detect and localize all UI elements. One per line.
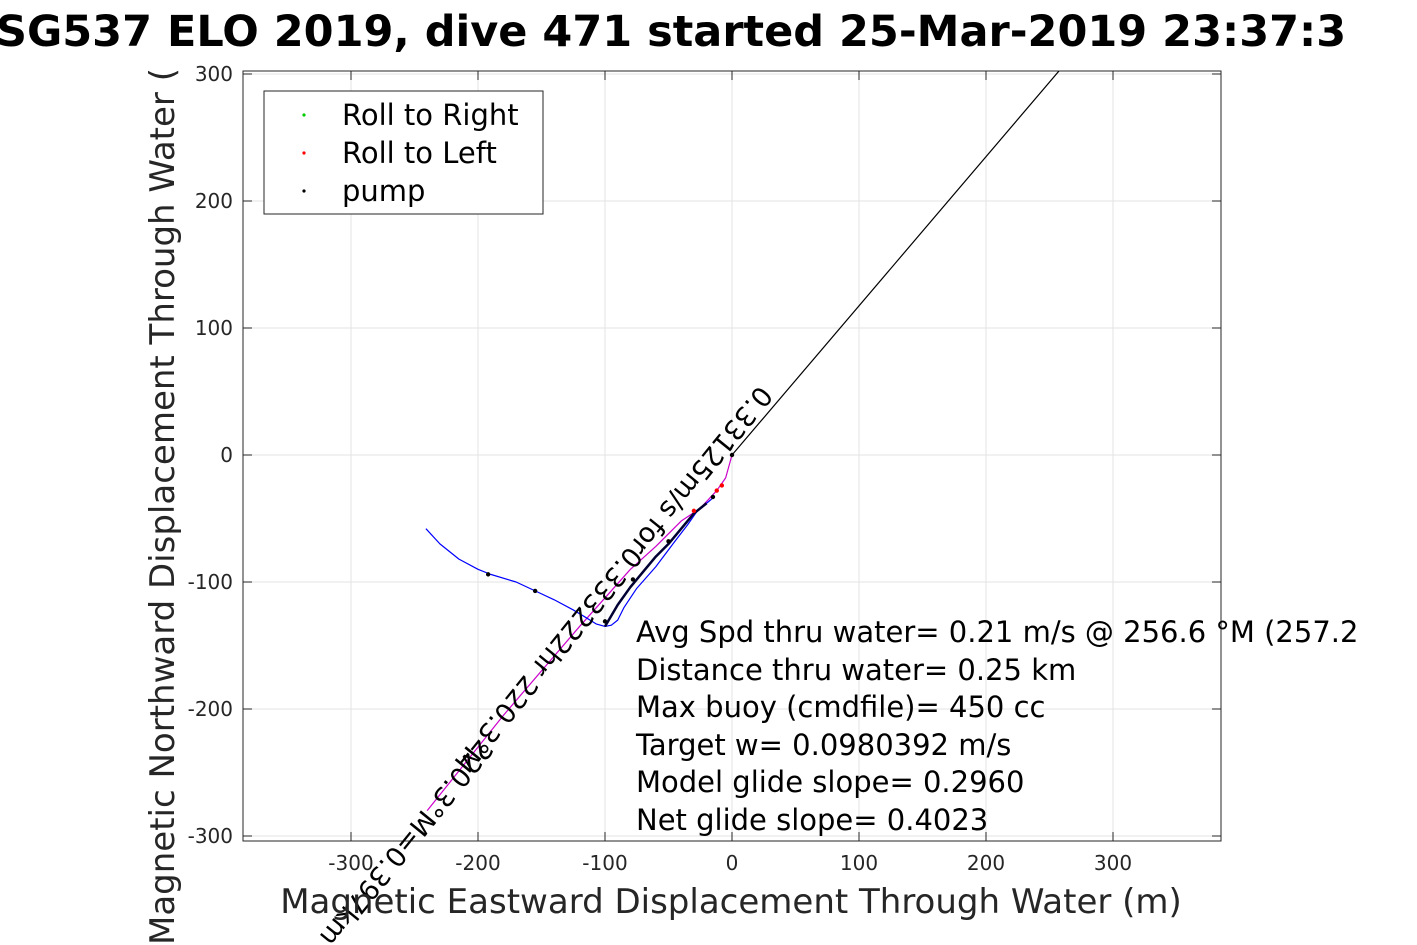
- point-pump: [710, 494, 716, 500]
- x-tick-label: -200: [455, 851, 500, 875]
- annotation-avg-speed: Avg Spd thru water= 0.21 m/s @ 256.6 °M …: [636, 615, 1358, 649]
- chart-title: SG537 ELO 2019, dive 471 started 25-Mar-…: [0, 7, 1346, 57]
- annotation-net-glide: Net glide slope= 0.4023: [636, 803, 988, 837]
- point-roll-left: [691, 508, 697, 514]
- x-tick-label: -300: [328, 851, 373, 875]
- y-tick-label: -100: [188, 570, 233, 594]
- x-tick-label: 200: [967, 851, 1005, 875]
- point-pump: [485, 572, 491, 577]
- point-pump: [666, 539, 671, 544]
- annotation-max-buoy: Max buoy (cmdfile)= 450 cc: [636, 690, 1045, 724]
- series-line-0: [731, 71, 1060, 456]
- point-roll-left: [719, 483, 725, 488]
- x-axis-label: Magnetic Eastward Displacement Through W…: [280, 882, 1182, 922]
- point-pump: [729, 452, 735, 458]
- legend-label-roll-left: Roll to Left: [342, 136, 497, 170]
- annotation-model-glide: Model glide slope= 0.2960: [636, 765, 1024, 799]
- legend-label-pump: pump: [342, 174, 425, 208]
- legend-label-roll-right: Roll to Right: [342, 98, 519, 132]
- series-line-2: [425, 496, 715, 628]
- annotation-block: Avg Spd thru water= 0.21 m/s @ 256.6 °M …: [635, 615, 1358, 837]
- y-tick-label: 0: [220, 443, 233, 467]
- y-axis-label: Magnetic Northward Displacement Through …: [143, 68, 183, 945]
- annotation-distance: Distance thru water= 0.25 km: [636, 653, 1076, 687]
- x-tick-label: 0: [726, 851, 739, 875]
- annotation-target-w: Target w= 0.0980392 m/s: [635, 728, 1011, 762]
- y-tick-label: -200: [188, 697, 233, 721]
- legend-box: [263, 90, 544, 215]
- data-points: [485, 452, 735, 624]
- legend-marker-pump: [302, 189, 306, 193]
- legend-marker-roll-left: [302, 151, 306, 155]
- point-pump: [630, 577, 636, 582]
- y-tick-label: -300: [188, 824, 233, 848]
- legend: Roll to Right Roll to Left pump: [263, 90, 544, 215]
- point-pump: [532, 588, 538, 594]
- x-tick-label: 300: [1094, 851, 1132, 875]
- y-tick-label: 100: [195, 316, 233, 340]
- x-tick-label: -100: [582, 851, 627, 875]
- point-roll-left: [714, 488, 719, 493]
- axis-ticks: -300 -200 -100 0 100 200 300 300 200 100 0 -100 -200…: [188, 62, 1221, 875]
- point-pump: [602, 619, 608, 624]
- legend-marker-roll-right: [302, 113, 306, 117]
- y-tick-label: 300: [195, 62, 233, 86]
- y-tick-label: 200: [195, 189, 233, 213]
- series-line-3: [603, 502, 708, 628]
- x-tick-label: 100: [840, 851, 878, 875]
